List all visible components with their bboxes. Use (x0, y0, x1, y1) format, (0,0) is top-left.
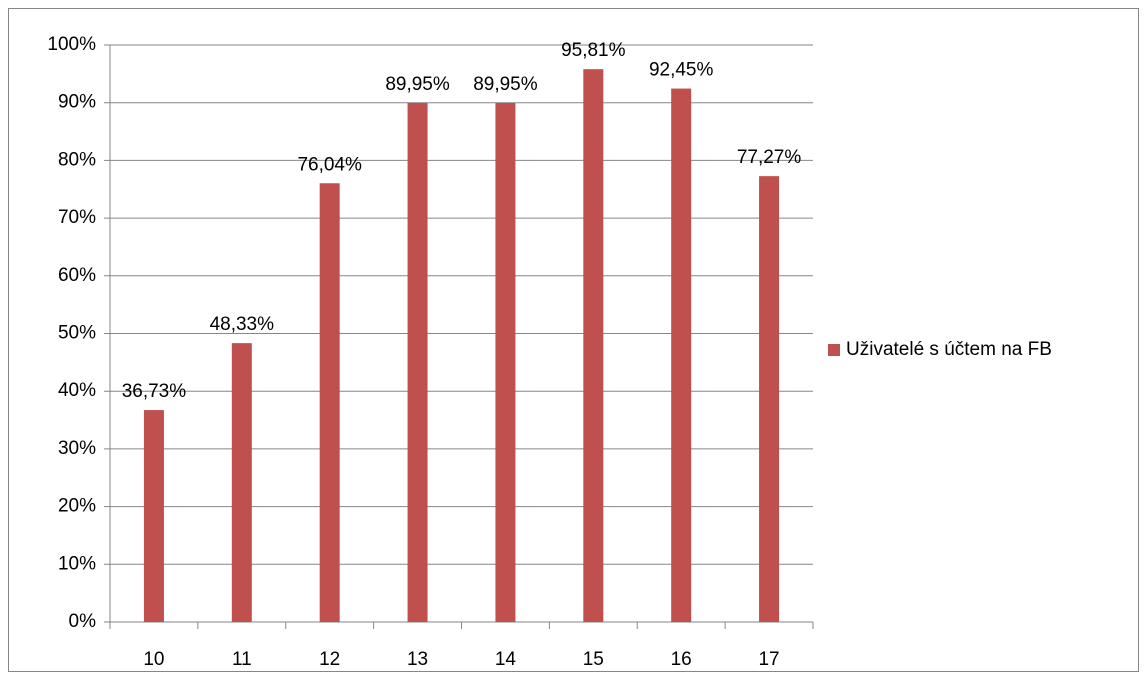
bar (583, 69, 604, 623)
data-label: 48,33% (210, 314, 275, 335)
bar (407, 102, 428, 622)
y-tick-label: 30% (58, 438, 96, 459)
x-tick-label: 14 (495, 649, 517, 670)
data-label: 92,45% (649, 60, 714, 81)
y-tick-label: 90% (58, 92, 96, 113)
y-tick-label: 60% (58, 265, 96, 286)
y-tick-label: 50% (58, 323, 96, 344)
x-tick-label: 10 (143, 649, 164, 670)
bar (495, 102, 516, 622)
data-label: 95,81% (561, 40, 626, 61)
x-tick-label: 15 (583, 649, 604, 670)
x-tick-label: 12 (319, 649, 340, 670)
data-label: 36,73% (122, 381, 187, 402)
bar (671, 88, 692, 623)
y-tick-label: 70% (58, 207, 96, 228)
legend-swatch (828, 344, 840, 356)
data-label: 89,95% (473, 74, 538, 95)
chart-frame (8, 8, 1139, 672)
x-tick-label: 16 (671, 649, 692, 670)
bar (319, 183, 340, 622)
y-tick-label: 20% (58, 496, 96, 517)
x-tick-label: 13 (407, 649, 428, 670)
bar (231, 343, 252, 622)
bar (143, 410, 164, 622)
y-tick-label: 10% (58, 553, 96, 574)
bar (759, 176, 780, 622)
y-tick-label: 80% (58, 149, 96, 170)
y-tick-label: 0% (69, 611, 97, 632)
legend-label: Uživatelé s účtem na FB (846, 339, 1052, 360)
x-tick-label: 17 (758, 649, 779, 670)
y-tick-label: 100% (47, 34, 96, 55)
y-tick-label: 40% (58, 380, 96, 401)
x-tick-label: 11 (232, 649, 252, 670)
data-label: 77,27% (737, 147, 802, 168)
data-label: 76,04% (297, 154, 362, 175)
data-label: 89,95% (385, 74, 450, 95)
